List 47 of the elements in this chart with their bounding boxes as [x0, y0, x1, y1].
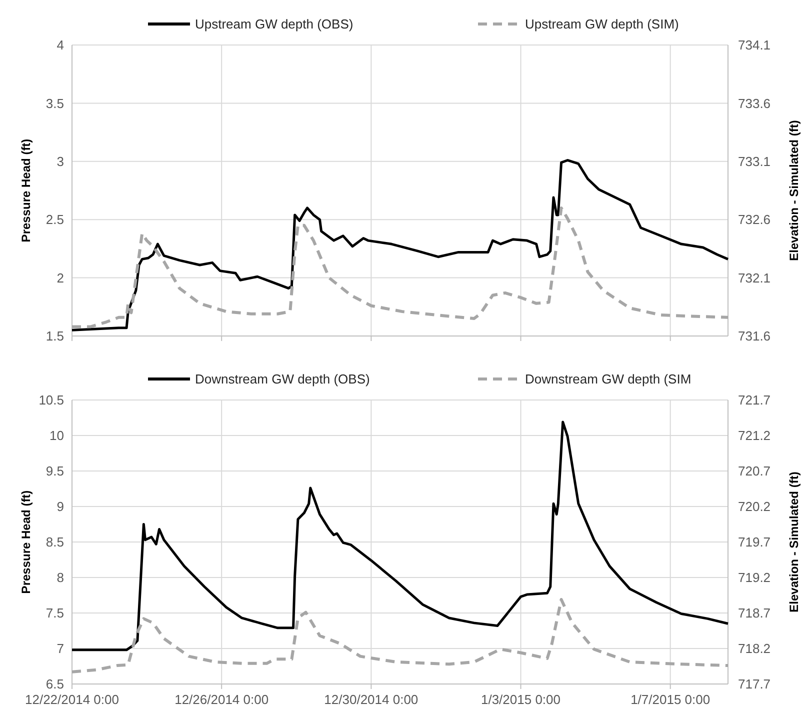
y2-tick-label: 721.7	[738, 392, 771, 408]
line-series	[70, 206, 730, 328]
y2-tick-label: 719.2	[738, 570, 771, 586]
y2-tick-label: 721.2	[738, 428, 771, 444]
y2-tick-label: 732.6	[738, 212, 771, 228]
y2-tick-label: 732.1	[738, 270, 771, 286]
y-axis-title: Pressure Head (ft)	[19, 490, 33, 594]
y2-axis-title: Elevation - Simulated (ft)	[787, 120, 801, 261]
legend-label: Upstream GW depth (SIM)	[525, 16, 679, 32]
y2-tick-label: 719.7	[738, 534, 771, 550]
y2-tick-label: 718.7	[738, 606, 771, 621]
line-series	[70, 598, 730, 674]
line-series	[70, 420, 730, 652]
x-tick-label: 12/30/2014 0:00	[324, 692, 418, 707]
legend-label: Downstream GW depth (SIM	[525, 372, 692, 387]
y-tick-label: 10	[50, 428, 64, 444]
legend-label: Downstream GW depth (OBS)	[195, 372, 370, 387]
y2-tick-label: 720.2	[738, 499, 771, 514]
y-tick-label: 3	[56, 154, 64, 169]
y-tick-label: 8.5	[46, 534, 64, 550]
y2-tick-label: 720.7	[738, 464, 771, 479]
y-tick-label: 4	[56, 38, 64, 53]
y-tick-label: 2	[56, 270, 64, 286]
y-tick-label: 6.5	[46, 676, 64, 692]
x-tick-label: 1/3/2015 0:00	[480, 692, 561, 707]
x-tick-label: 1/7/2015 0:00	[630, 692, 710, 707]
legend-label: Upstream GW depth (OBS)	[195, 16, 354, 32]
x-tick-label: 12/22/2014 0:00	[25, 692, 119, 707]
y-tick-label: 2.5	[46, 212, 64, 228]
y2-tick-label: 733.6	[738, 96, 771, 111]
y2-tick-label: 734.1	[738, 38, 771, 53]
y-tick-label: 3.5	[46, 96, 64, 111]
y-tick-label: 9	[56, 499, 64, 514]
y-tick-label: 1.5	[46, 328, 64, 344]
y-tick-label: 9.5	[46, 464, 64, 479]
y2-axis-title: Elevation - Simulated (ft)	[787, 472, 801, 612]
y-tick-label: 7.5	[46, 606, 64, 621]
y2-tick-label: 733.1	[738, 154, 771, 169]
y-axis-title: Pressure Head (ft)	[19, 138, 33, 242]
y2-tick-label: 731.6	[738, 328, 771, 344]
y-tick-label: 10.5	[38, 392, 64, 408]
line-series	[70, 158, 730, 332]
y-tick-label: 8	[56, 570, 64, 586]
y2-tick-label: 718.2	[738, 641, 771, 656]
y-tick-label: 7	[56, 641, 64, 656]
y2-tick-label: 717.7	[738, 676, 771, 692]
x-tick-label: 12/26/2014 0:00	[174, 692, 269, 707]
